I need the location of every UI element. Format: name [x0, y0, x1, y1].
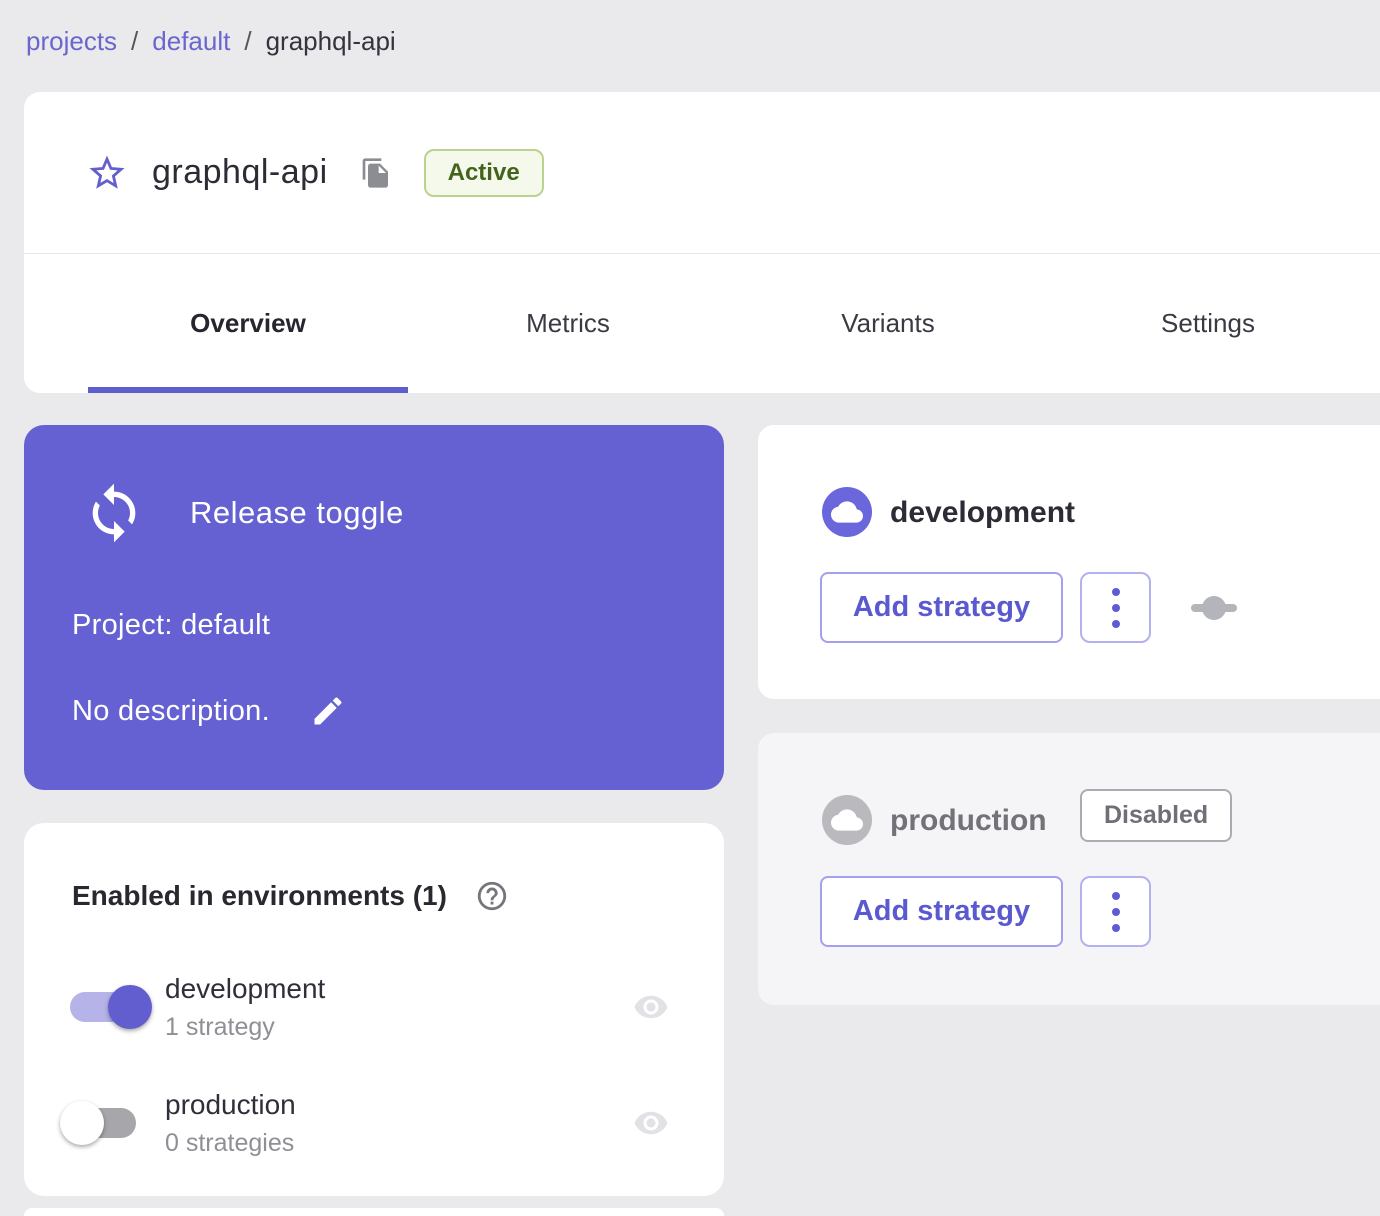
cloud-icon — [822, 487, 872, 537]
breadcrumb-current: graphql-api — [265, 26, 396, 56]
favorite-star-icon[interactable] — [86, 152, 128, 194]
more-options-kebab-icon[interactable] — [1080, 876, 1151, 947]
help-icon[interactable] — [475, 879, 509, 913]
feature-title-row: graphql-api Active — [24, 92, 1380, 253]
loop-icon — [92, 483, 136, 543]
strategy-count: 1 strategy — [165, 1013, 275, 1041]
rollout-indicator-icon — [1191, 596, 1237, 620]
edit-description-icon[interactable] — [310, 693, 346, 729]
add-strategy-button[interactable]: Add strategy — [820, 876, 1063, 947]
breadcrumb-separator: / — [244, 26, 252, 56]
next-card-top-edge — [24, 1208, 724, 1216]
disabled-badge: Disabled — [1080, 789, 1233, 842]
toggle-thumb — [60, 1101, 104, 1145]
production-environment-card: production Disabled Add strategy — [758, 733, 1380, 1005]
development-toggle[interactable] — [64, 983, 158, 1031]
toggle-thumb — [108, 985, 152, 1029]
breadcrumb: projects / default / graphql-api — [26, 26, 396, 57]
toggle-type-row: Release toggle — [82, 481, 404, 545]
breadcrumb-default[interactable]: default — [152, 26, 231, 56]
description-text: No description. — [72, 694, 270, 727]
cloud-icon — [822, 795, 872, 845]
visibility-eye-icon[interactable] — [626, 1105, 676, 1141]
tab-overview[interactable]: Overview — [88, 254, 408, 393]
enabled-environments-title: Enabled in environments (1) — [72, 880, 447, 911]
description-row: No description. — [72, 693, 346, 729]
environment-card-title: development — [890, 496, 1076, 529]
more-options-kebab-icon[interactable] — [1080, 572, 1151, 643]
status-badge: Active — [423, 148, 544, 197]
tab-metrics[interactable]: Metrics — [408, 254, 728, 393]
copy-name-icon[interactable] — [360, 157, 392, 189]
production-toggle[interactable] — [60, 1099, 158, 1147]
visibility-eye-icon[interactable] — [626, 989, 676, 1025]
breadcrumb-projects[interactable]: projects — [26, 26, 118, 56]
add-strategy-button[interactable]: Add strategy — [820, 572, 1063, 643]
environment-name: production — [165, 1089, 296, 1120]
enabled-environments-panel: Enabled in environments (1) development … — [24, 823, 724, 1196]
feature-header-card: graphql-api Active Overview Metrics Vari… — [24, 92, 1380, 393]
environment-card-title: production — [890, 804, 1047, 837]
breadcrumb-separator: / — [131, 26, 139, 56]
toggle-type-label: Release toggle — [190, 495, 404, 530]
project-label: Project: default — [72, 609, 271, 641]
header-divider — [24, 253, 1380, 254]
environment-name: development — [165, 973, 326, 1004]
release-toggle-card: Release toggle Project: default No descr… — [24, 425, 724, 790]
tab-bar: Overview Metrics Variants Settings — [24, 254, 1380, 393]
tab-variants[interactable]: Variants — [728, 254, 1048, 393]
development-environment-card: development Add strategy — [758, 425, 1380, 699]
tab-settings[interactable]: Settings — [1048, 254, 1368, 393]
page-title: graphql-api — [152, 153, 328, 191]
strategy-count: 0 strategies — [165, 1129, 295, 1157]
